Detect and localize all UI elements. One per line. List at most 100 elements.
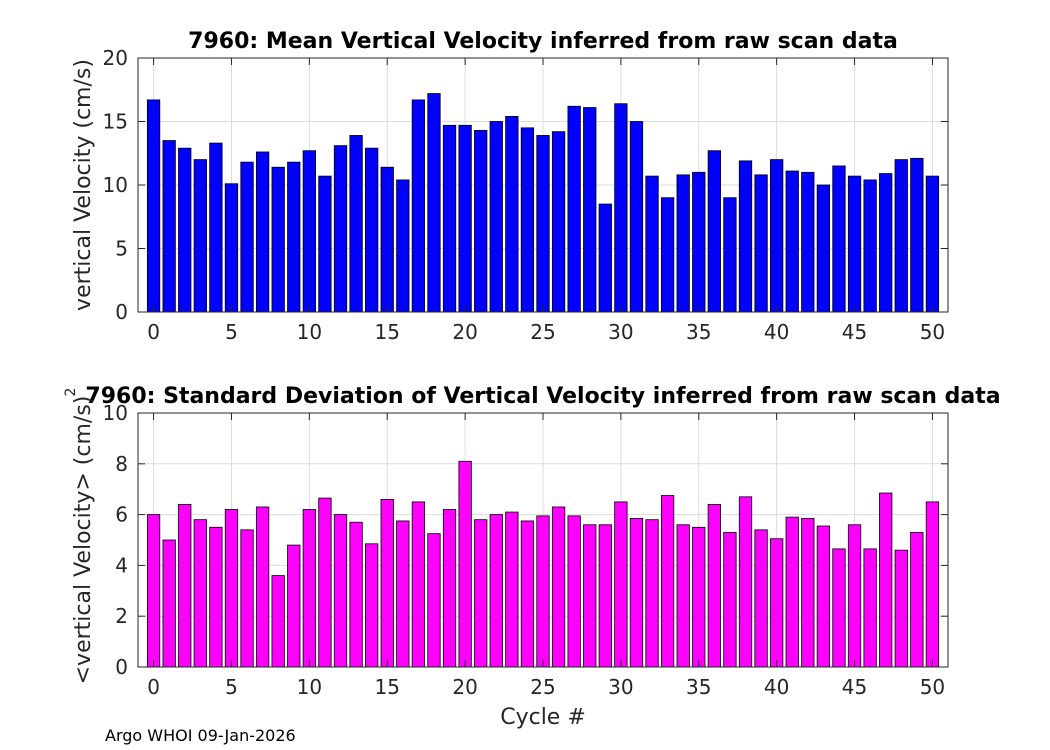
stddev-bar [520, 520, 535, 668]
stddev-bar [925, 501, 940, 668]
stddev-bar [442, 509, 457, 668]
mean-bar [178, 147, 192, 313]
mean-ytick-label: 15 [103, 110, 128, 134]
stddev-chart-ylabel: <vertical Velocity> (cm/s) [71, 396, 96, 685]
mean-xtick-label: 30 [608, 320, 633, 344]
stddev-bar [910, 531, 924, 668]
stddev-xtick-label: 45 [842, 675, 867, 699]
mean-bar [380, 166, 394, 313]
stddev-ytick-label: 0 [115, 655, 128, 679]
stddev-bar [723, 531, 737, 668]
stddev-bar [583, 524, 597, 668]
mean-bar [162, 140, 176, 313]
mean-xtick-label: 40 [764, 320, 789, 344]
stddev-chart-ylabel-superscript: 2 [63, 388, 79, 397]
mean-bar [333, 145, 348, 313]
mean-bar [240, 161, 254, 313]
mean-bar [879, 173, 893, 313]
mean-chart-axes [137, 57, 949, 313]
stddev-bar [380, 498, 394, 668]
stddev-ytick-label: 10 [103, 401, 128, 425]
mean-bar [629, 121, 644, 313]
mean-bar [894, 159, 908, 313]
stddev-bar [396, 520, 410, 668]
x-axis-label: Cycle # [500, 705, 586, 730]
mean-bar [209, 142, 223, 313]
mean-bar [146, 99, 161, 313]
stddev-ytick-label: 6 [115, 503, 128, 527]
stddev-bar [349, 521, 363, 668]
mean-bar [832, 165, 846, 313]
footer-credit: Argo WHOI 09-Jan-2026 [105, 726, 296, 745]
mean-bar [396, 179, 410, 313]
mean-bar [302, 150, 316, 313]
mean-bar [692, 171, 706, 313]
mean-xtick-label: 20 [452, 320, 477, 344]
stddev-ytick-label: 4 [115, 553, 128, 577]
mean-xtick-label: 0 [147, 320, 160, 344]
stddev-bar [411, 501, 426, 668]
stddev-velocity-chart: 7960: Standard Deviation of Vertical Vel… [63, 384, 1001, 699]
mean-bar [458, 124, 472, 313]
stddev-chart-tick-labels: 0 5 10 15 20 25 30 35 40 45 50 0 2 4 6 8 10 [103, 401, 946, 699]
mean-chart-tick-labels: 0 5 10 15 20 25 30 35 40 45 50 0 5 10 15 20 [103, 46, 946, 344]
mean-bar [660, 197, 675, 313]
mean-xtick-label: 35 [686, 320, 711, 344]
mean-bar [255, 151, 270, 313]
mean-bar [645, 175, 659, 313]
stddev-bar [660, 495, 675, 668]
mean-bar [583, 107, 597, 313]
stddev-bar [427, 533, 441, 668]
stddev-bar [146, 514, 161, 668]
stddev-bar [614, 501, 628, 668]
stddev-bar [847, 524, 862, 668]
stddev-xtick-label: 35 [686, 675, 711, 699]
stddev-bar [754, 529, 768, 668]
mean-chart-title: 7960: Mean Vertical Velocity inferred fr… [188, 29, 898, 54]
stddev-bar [832, 548, 846, 668]
mean-bar [676, 174, 690, 313]
mean-bar [910, 157, 924, 313]
stddev-bar [676, 524, 690, 668]
mean-bar [863, 179, 877, 313]
stddev-bar [209, 526, 223, 668]
mean-xtick-label: 10 [297, 320, 322, 344]
mean-bar [489, 121, 503, 313]
stddev-bar [271, 575, 285, 668]
stddev-bar [224, 509, 239, 668]
mean-bar [271, 166, 285, 313]
stddev-chart-axes [137, 412, 949, 668]
stddev-bar [645, 519, 659, 668]
stddev-bar [598, 524, 612, 668]
stddev-bar [318, 497, 332, 668]
stddev-xtick-label: 25 [530, 675, 555, 699]
stddev-bar [879, 492, 893, 668]
stddev-bar [240, 529, 254, 668]
stddev-bar [707, 504, 721, 668]
stddev-bar [489, 514, 503, 668]
mean-xtick-label: 45 [842, 320, 867, 344]
mean-chart-bars [146, 93, 940, 313]
stddev-bar [474, 519, 488, 668]
stddev-xtick-label: 30 [608, 675, 633, 699]
mean-bar [816, 184, 831, 313]
stddev-bar [785, 516, 799, 668]
mean-bar [754, 174, 768, 313]
mean-ytick-label: 0 [115, 300, 128, 324]
stddev-bar [863, 548, 877, 668]
mean-bar [193, 159, 207, 313]
mean-bar [567, 105, 581, 313]
stddev-bar [365, 543, 379, 668]
stddev-xtick-label: 15 [375, 675, 400, 699]
mean-bar [847, 175, 862, 313]
mean-bar [287, 161, 301, 313]
mean-xtick-label: 50 [920, 320, 945, 344]
stddev-bar [816, 525, 831, 668]
mean-bar [551, 131, 566, 313]
stddev-bar [894, 549, 908, 668]
mean-bar [536, 135, 550, 313]
stddev-chart-title: 7960: Standard Deviation of Vertical Vel… [85, 384, 1000, 409]
stddev-bar [770, 538, 784, 668]
stddev-xtick-label: 40 [764, 675, 789, 699]
